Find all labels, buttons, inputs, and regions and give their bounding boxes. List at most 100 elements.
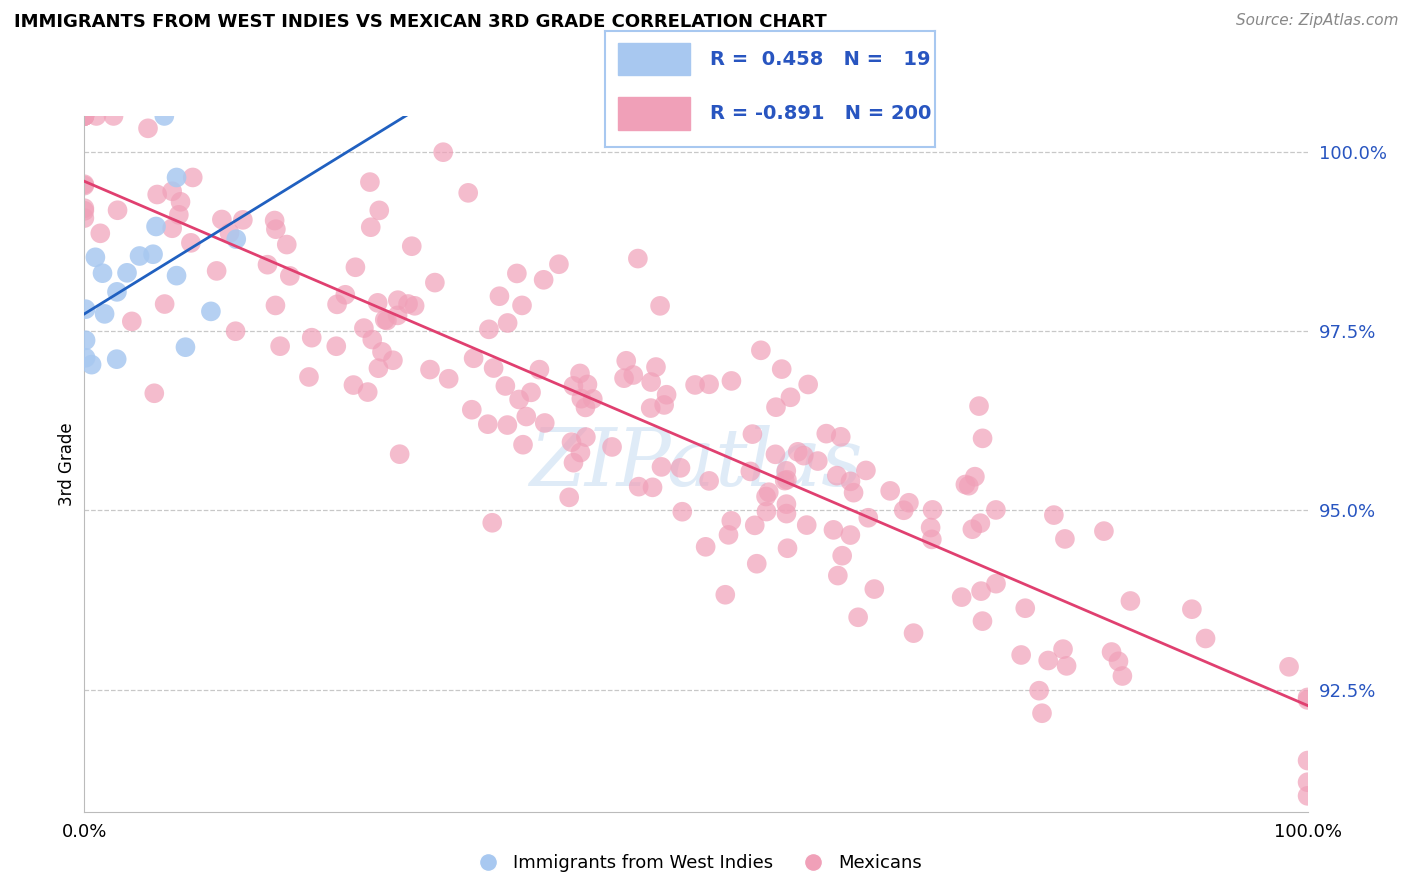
Point xyxy=(1028,683,1050,698)
Point xyxy=(697,377,720,392)
Point xyxy=(73,109,96,123)
Point xyxy=(582,392,605,406)
Point xyxy=(786,445,808,459)
Point xyxy=(506,267,529,281)
Point xyxy=(741,427,763,442)
Point xyxy=(91,266,114,280)
Point xyxy=(839,528,862,542)
Point xyxy=(903,626,925,640)
Point xyxy=(419,362,441,376)
Point xyxy=(86,109,108,123)
Point xyxy=(765,447,787,461)
Point xyxy=(569,392,592,406)
Point xyxy=(375,313,398,327)
Point xyxy=(613,371,636,385)
Point xyxy=(621,368,644,382)
Point xyxy=(105,352,128,367)
Point xyxy=(815,426,838,441)
Point xyxy=(457,186,479,200)
Point xyxy=(423,276,446,290)
Point xyxy=(73,211,96,225)
Point xyxy=(745,557,768,571)
Point xyxy=(374,312,396,326)
Point xyxy=(529,362,551,376)
Bar xyxy=(617,43,690,75)
Point xyxy=(775,464,797,478)
Point xyxy=(103,109,125,123)
Point xyxy=(301,331,323,345)
Point xyxy=(823,523,845,537)
Point xyxy=(969,516,991,530)
Point xyxy=(797,377,820,392)
Point xyxy=(921,503,943,517)
Point xyxy=(488,289,510,303)
Point xyxy=(962,522,984,536)
Point xyxy=(200,304,222,318)
Point xyxy=(558,491,581,505)
Point xyxy=(1108,654,1130,668)
Point xyxy=(575,430,598,444)
Point xyxy=(512,438,534,452)
Point xyxy=(1296,754,1319,768)
Point xyxy=(211,212,233,227)
Text: IMMIGRANTS FROM WEST INDIES VS MEXICAN 3RD GRADE CORRELATION CHART: IMMIGRANTS FROM WEST INDIES VS MEXICAN 3… xyxy=(14,13,827,31)
Point xyxy=(1296,789,1319,803)
Point xyxy=(614,353,637,368)
Point xyxy=(381,353,404,368)
Point xyxy=(232,212,254,227)
Point xyxy=(437,372,460,386)
Point xyxy=(205,264,228,278)
Point xyxy=(842,485,865,500)
Point xyxy=(1296,693,1319,707)
Point xyxy=(494,379,516,393)
Point xyxy=(744,518,766,533)
Point xyxy=(533,273,555,287)
Point xyxy=(776,473,799,487)
Point xyxy=(160,221,183,235)
Legend: Immigrants from West Indies, Mexicans: Immigrants from West Indies, Mexicans xyxy=(470,855,922,872)
Point xyxy=(508,392,530,407)
Point xyxy=(855,463,877,477)
Point xyxy=(984,576,1007,591)
Point xyxy=(73,109,96,123)
Point xyxy=(75,333,97,347)
Point xyxy=(839,475,862,489)
Y-axis label: 3rd Grade: 3rd Grade xyxy=(58,422,76,506)
Point xyxy=(831,549,853,563)
Point xyxy=(482,361,505,376)
Point xyxy=(481,516,503,530)
Point xyxy=(779,390,801,404)
Point xyxy=(75,351,97,365)
Point xyxy=(181,170,204,185)
Point xyxy=(957,479,980,493)
Point xyxy=(714,588,737,602)
Point xyxy=(858,510,880,524)
Point xyxy=(115,266,138,280)
Point xyxy=(478,322,501,336)
Point xyxy=(1056,658,1078,673)
Point xyxy=(807,454,830,468)
Point xyxy=(344,260,367,275)
Point xyxy=(627,252,650,266)
Point xyxy=(984,503,1007,517)
Point xyxy=(775,507,797,521)
Point xyxy=(776,541,799,556)
Point xyxy=(388,447,411,461)
Point xyxy=(921,533,943,547)
Point xyxy=(520,385,543,400)
Point xyxy=(225,232,247,246)
Point xyxy=(143,386,166,401)
Point xyxy=(569,367,592,381)
Point xyxy=(1043,508,1066,522)
Point xyxy=(533,416,555,430)
Text: Source: ZipAtlas.com: Source: ZipAtlas.com xyxy=(1236,13,1399,29)
Point xyxy=(256,258,278,272)
Point xyxy=(269,339,291,353)
Point xyxy=(264,222,287,236)
Point xyxy=(1101,645,1123,659)
Point xyxy=(830,430,852,444)
Point xyxy=(396,297,419,311)
Point xyxy=(569,445,592,459)
Point xyxy=(89,227,111,241)
Point xyxy=(793,449,815,463)
